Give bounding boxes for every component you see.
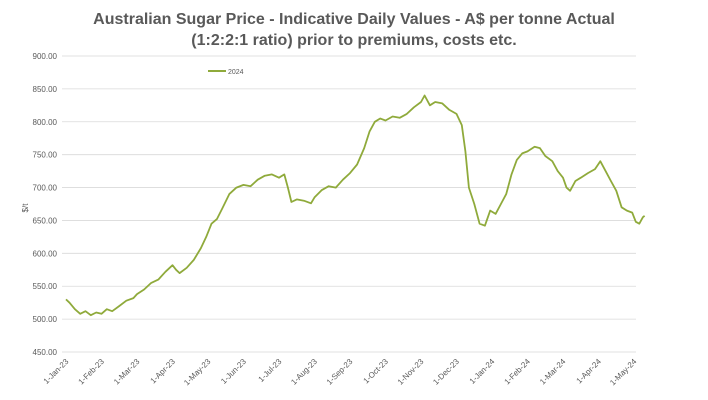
chart-title-line-1: Australian Sugar Price - Indicative Dail… bbox=[93, 11, 615, 28]
gridlines bbox=[62, 55, 636, 353]
y-tick-label: 850.00 bbox=[33, 85, 58, 94]
y-axis-label: $/t bbox=[21, 203, 30, 213]
y-tick-label: 750.00 bbox=[33, 151, 58, 160]
y-axis-ticks: 450.00 500.00 550.00 600.00 650.00 700.00 750.… bbox=[33, 52, 58, 357]
legend-label-2024: 2024 bbox=[228, 69, 244, 76]
y-tick-label: 800.00 bbox=[33, 118, 58, 127]
chart-title-line-2: (1:2:2:1 ratio) prior to premiums, costs… bbox=[191, 32, 516, 49]
y-tick-label: 500.00 bbox=[33, 315, 58, 324]
y-tick-label: 450.00 bbox=[33, 348, 58, 357]
y-tick-label: 900.00 bbox=[33, 52, 58, 61]
series-line-2024 bbox=[65, 94, 646, 317]
legend: 2024 bbox=[208, 69, 244, 76]
y-tick-label: 700.00 bbox=[33, 184, 58, 193]
y-tick-label: 650.00 bbox=[33, 216, 58, 225]
y-tick-label: 550.00 bbox=[33, 282, 58, 291]
series-layer bbox=[65, 94, 646, 317]
y-tick-label: 600.00 bbox=[33, 249, 58, 258]
